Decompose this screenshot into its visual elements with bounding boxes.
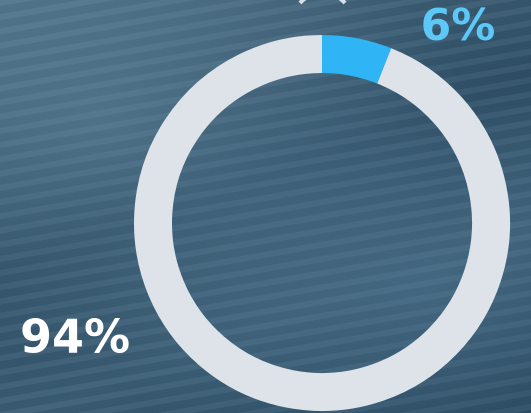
decoration: [300, 0, 345, 3]
chart: 6% 94%: [0, 0, 531, 413]
value-label: 6%: [421, 0, 496, 51]
value-label: 94%: [20, 310, 130, 364]
stage: 6% 94%: [0, 0, 531, 413]
donut-segment: [322, 54, 384, 66]
donut-segment: [153, 54, 491, 392]
